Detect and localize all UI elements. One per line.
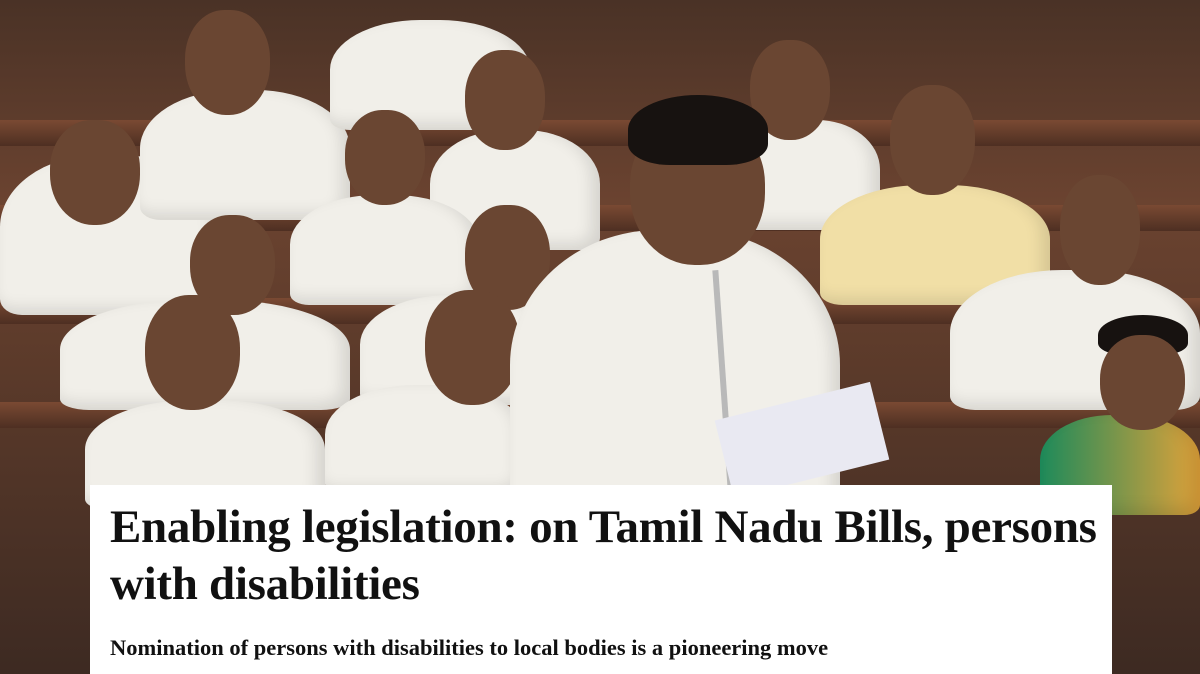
article-subtitle: Nomination of persons with disabilities …: [110, 635, 829, 660]
headline-card: Enabling legislation: on Tamil Nadu Bill…: [90, 485, 1112, 674]
article-title: Enabling legislation: on Tamil Nadu Bill…: [110, 501, 1097, 610]
